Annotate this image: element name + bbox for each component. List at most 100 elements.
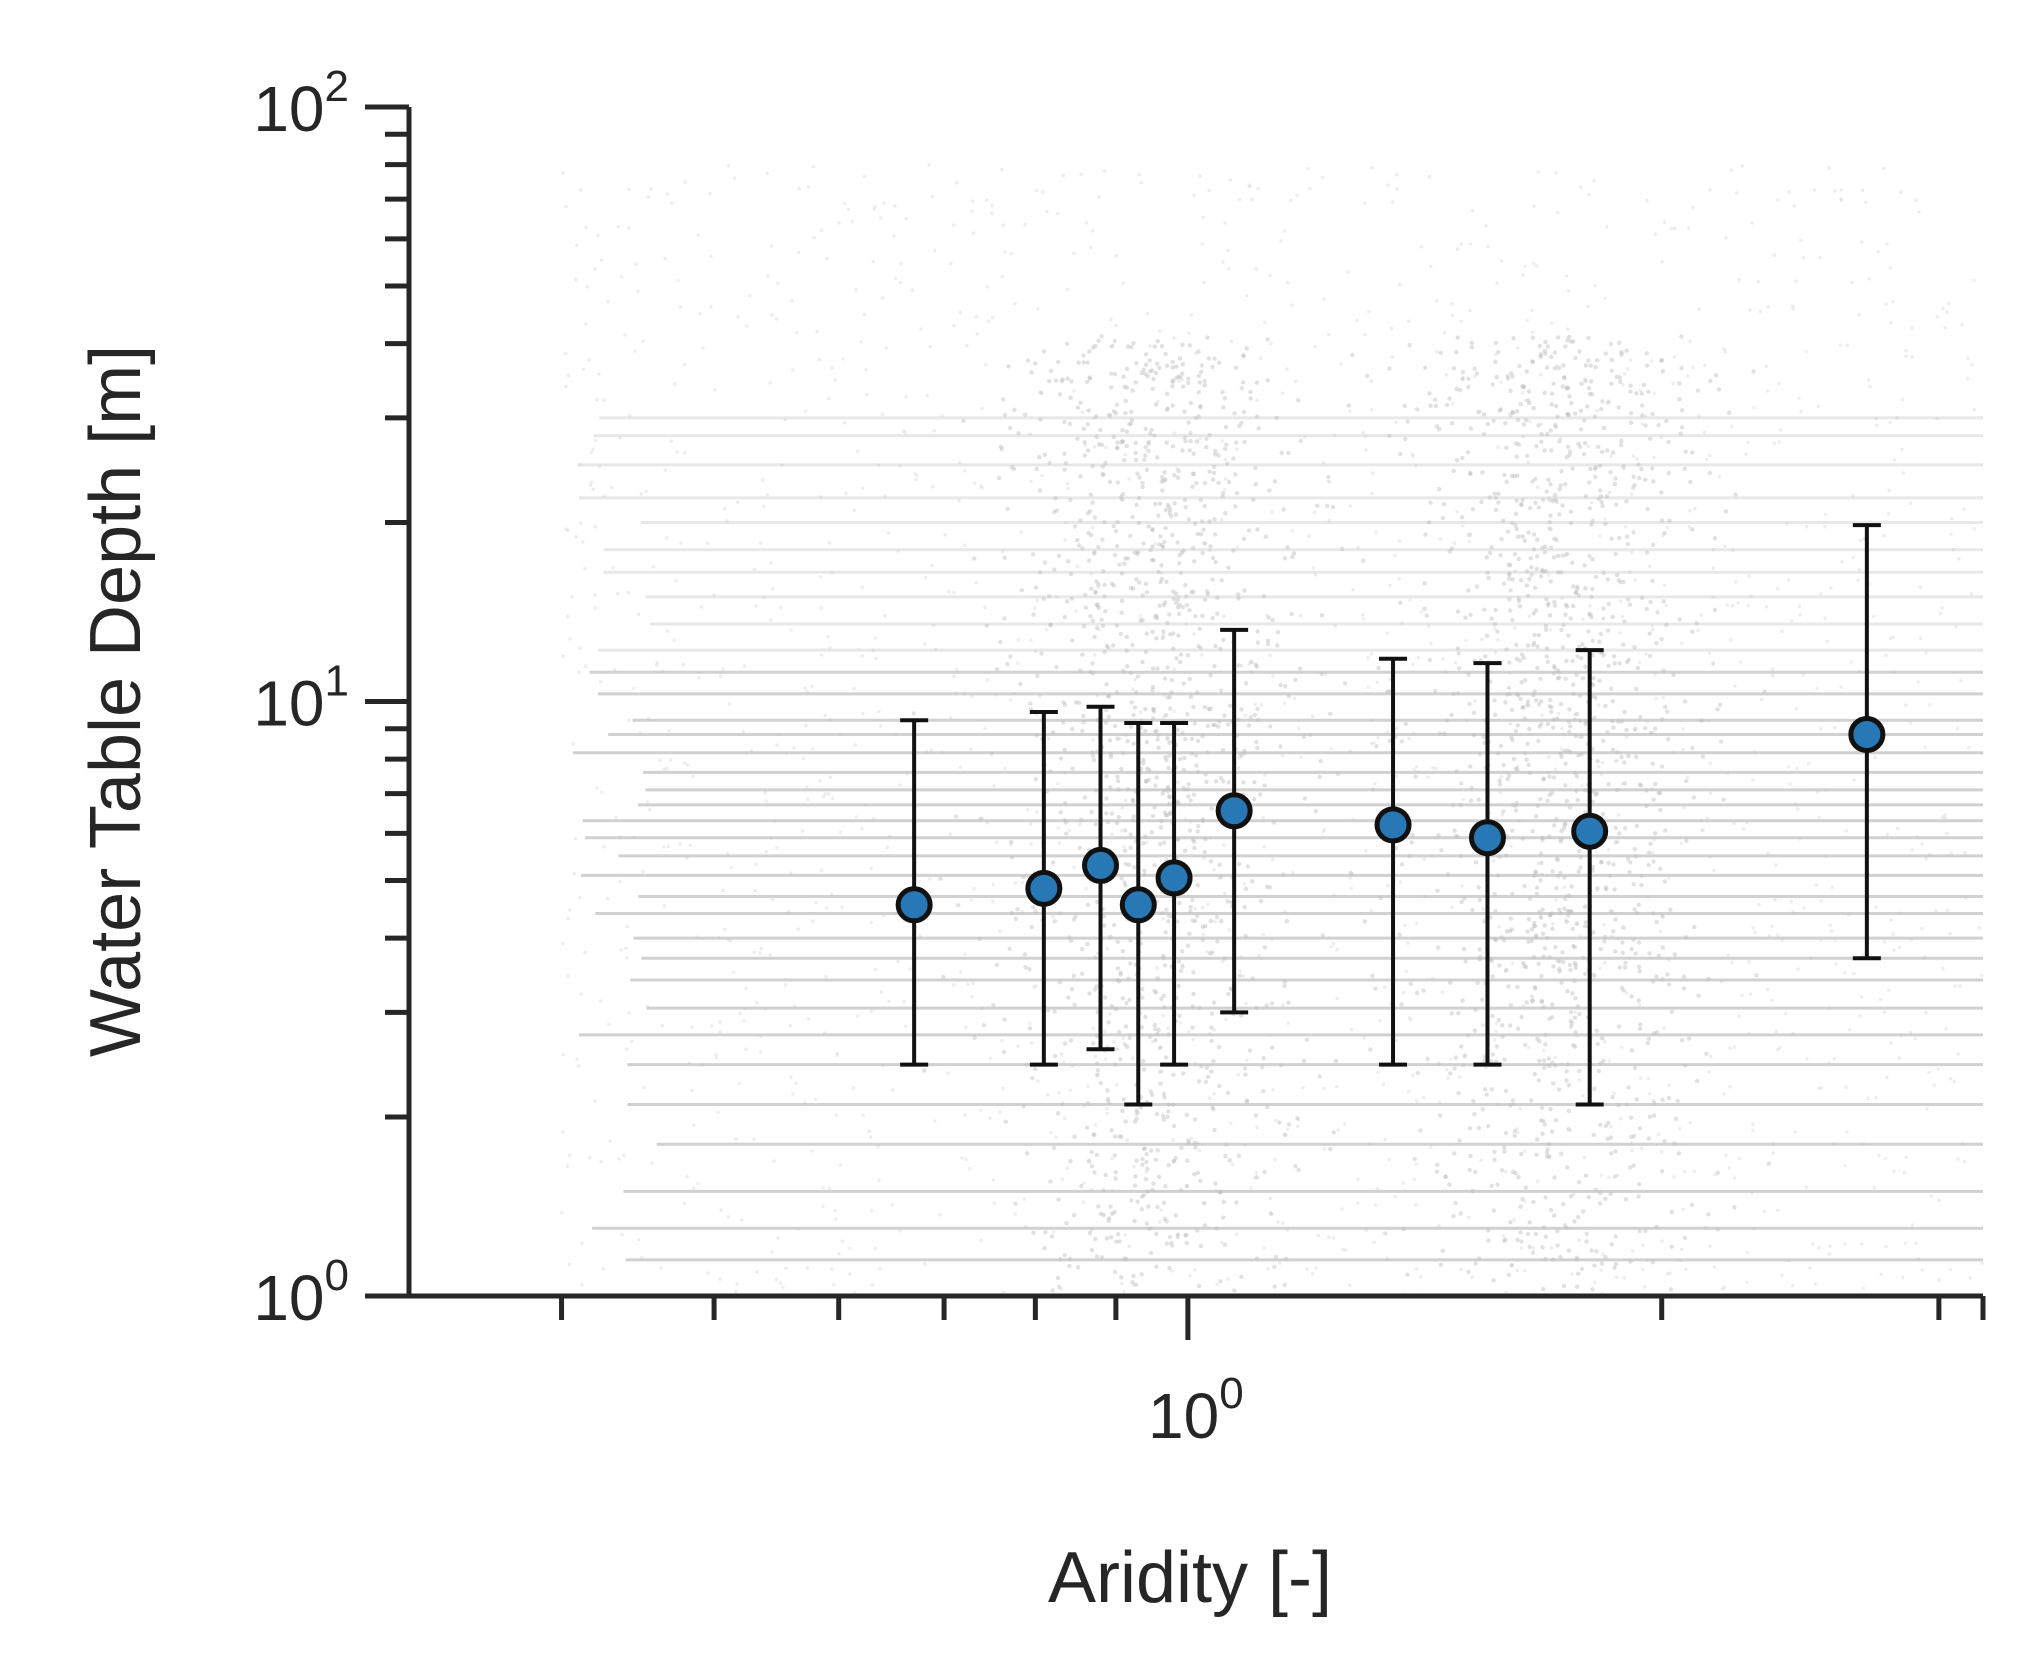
background-point bbox=[1001, 1290, 1006, 1295]
background-point bbox=[1466, 1033, 1471, 1038]
background-point bbox=[1560, 726, 1564, 731]
background-point bbox=[778, 1281, 783, 1285]
background-point bbox=[1583, 363, 1589, 368]
background-point bbox=[1250, 976, 1255, 981]
background-point bbox=[712, 593, 716, 597]
background-point bbox=[1712, 1265, 1717, 1269]
background-point bbox=[1336, 1128, 1341, 1132]
background-point bbox=[1145, 1189, 1150, 1194]
background-point bbox=[1518, 534, 1523, 538]
background-point bbox=[1554, 363, 1559, 368]
background-point bbox=[1555, 1229, 1560, 1234]
background-point bbox=[1031, 1230, 1036, 1236]
background-point bbox=[852, 686, 856, 691]
background-point bbox=[1637, 660, 1642, 665]
background-point bbox=[870, 1283, 875, 1287]
background-point bbox=[1699, 613, 1704, 617]
background-point bbox=[1278, 682, 1283, 688]
background-point bbox=[679, 541, 683, 545]
background-point bbox=[1154, 636, 1159, 641]
background-point bbox=[1534, 885, 1540, 890]
background-point bbox=[1454, 458, 1460, 463]
background-point bbox=[577, 646, 582, 650]
background-point bbox=[1277, 1120, 1282, 1125]
background-point bbox=[1061, 700, 1066, 705]
background-point bbox=[1081, 1200, 1085, 1205]
background-point bbox=[583, 950, 587, 955]
background-point bbox=[1239, 1274, 1244, 1280]
background-point bbox=[1063, 460, 1069, 466]
background-point bbox=[1699, 818, 1703, 823]
background-point bbox=[1536, 423, 1541, 428]
background-point bbox=[1578, 934, 1583, 938]
background-point bbox=[1131, 741, 1136, 746]
background-point bbox=[1033, 361, 1038, 366]
background-point bbox=[1794, 279, 1798, 284]
background-point bbox=[1679, 366, 1684, 371]
background-point bbox=[1884, 653, 1888, 657]
background-point bbox=[1823, 788, 1828, 792]
background-point bbox=[1613, 840, 1619, 845]
background-point bbox=[636, 289, 640, 293]
background-point bbox=[1967, 745, 1971, 750]
background-point bbox=[1165, 734, 1170, 739]
background-point bbox=[1868, 385, 1872, 389]
background-point bbox=[1606, 860, 1611, 866]
background-point bbox=[1565, 604, 1570, 609]
y-tick-label-exponent: 1 bbox=[325, 657, 349, 706]
background-point bbox=[1149, 1148, 1154, 1153]
background-point bbox=[1466, 384, 1471, 390]
background-point bbox=[1266, 615, 1272, 620]
background-point bbox=[1200, 818, 1206, 824]
background-point bbox=[998, 444, 1003, 450]
background-point bbox=[1659, 764, 1665, 769]
background-point bbox=[1575, 922, 1579, 927]
background-point bbox=[1567, 334, 1572, 340]
background-point bbox=[1253, 482, 1259, 487]
background-point bbox=[1222, 614, 1226, 618]
background-point bbox=[1436, 833, 1441, 838]
background-point bbox=[1119, 876, 1125, 881]
background-point bbox=[1180, 371, 1185, 376]
background-point bbox=[1463, 615, 1468, 620]
background-point bbox=[1491, 1278, 1496, 1283]
background-point bbox=[1729, 424, 1734, 429]
background-point bbox=[1531, 406, 1536, 411]
background-point bbox=[1118, 1057, 1123, 1062]
background-point bbox=[1456, 666, 1462, 671]
background-point bbox=[1155, 1148, 1160, 1153]
background-point bbox=[1256, 717, 1261, 722]
background-point bbox=[1132, 1218, 1137, 1224]
background-point bbox=[1335, 947, 1339, 952]
background-point bbox=[1029, 638, 1033, 642]
background-point bbox=[1438, 1262, 1444, 1267]
background-point bbox=[1060, 1101, 1065, 1107]
background-point bbox=[1109, 1004, 1114, 1009]
background-point bbox=[1323, 672, 1328, 677]
background-point bbox=[1945, 309, 1949, 314]
background-point bbox=[1625, 534, 1630, 539]
background-point bbox=[1515, 417, 1521, 423]
background-point bbox=[1648, 436, 1653, 441]
background-point bbox=[1592, 178, 1596, 183]
background-point bbox=[1597, 1201, 1603, 1206]
background-point bbox=[1640, 422, 1644, 426]
background-point bbox=[1949, 532, 1953, 537]
background-point bbox=[1617, 661, 1622, 666]
background-point bbox=[1797, 396, 1801, 401]
background-point bbox=[1528, 556, 1534, 561]
background-point bbox=[1125, 1138, 1129, 1142]
background-point bbox=[1029, 924, 1034, 930]
background-point bbox=[1279, 239, 1283, 243]
background-point bbox=[871, 259, 876, 264]
background-point bbox=[1614, 787, 1620, 792]
background-point bbox=[1736, 601, 1740, 605]
background-point bbox=[567, 908, 572, 912]
background-point bbox=[1414, 990, 1420, 996]
background-point bbox=[1536, 738, 1541, 744]
background-point bbox=[1587, 611, 1592, 617]
background-point bbox=[1189, 736, 1195, 742]
background-point bbox=[1090, 750, 1095, 755]
background-point bbox=[1197, 1148, 1202, 1153]
